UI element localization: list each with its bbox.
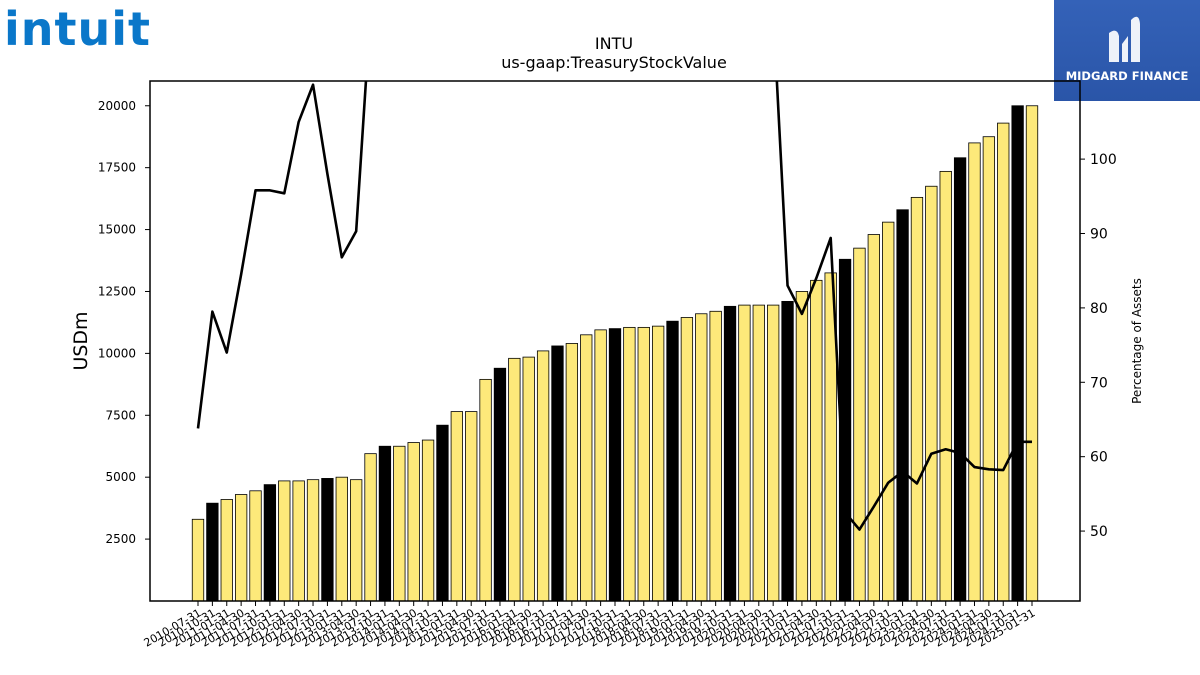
bar-2023-01-31 [910, 196, 924, 602]
bar-2020-10-31 [781, 300, 794, 602]
y-tick-label: 20000 [98, 99, 136, 113]
bar-series [191, 105, 1039, 602]
x-axis: 2010-07-312010-10-312011-01-312011-04-30… [142, 601, 1038, 650]
y-tick-label: 7500 [105, 408, 136, 422]
bar-2022-01-31 [853, 247, 866, 602]
bar-2017-10-31 [608, 328, 622, 602]
bar-2014-10-31 [436, 424, 449, 602]
bar-2011-04-30 [234, 494, 248, 602]
bar-2024-07-31 [997, 122, 1010, 602]
y-tick-label: 10000 [98, 346, 136, 360]
bar-2016-10-31 [551, 345, 564, 602]
bar-2019-07-31 [709, 310, 722, 602]
midgard-finance-logo: MIDGARD FINANCE [1054, 0, 1200, 101]
bar-2017-07-31 [594, 329, 607, 602]
bar-2017-04-30 [580, 334, 593, 602]
bar-2011-07-31 [249, 490, 262, 602]
bar-2011-10-31 [263, 484, 277, 602]
percentage-of-assets-line [196, 81, 1032, 531]
line-series [196, 81, 1032, 531]
chart-title: INTU [595, 34, 633, 53]
bar-2010-10-31 [206, 502, 219, 602]
left-axis: 2500 5000 7500 10000 12500 15000 17500 20000 [98, 99, 150, 546]
bar-2010-07-31 [191, 518, 205, 602]
bar-2015-07-31 [479, 378, 492, 602]
chart-subtitle: us-gaap:TreasuryStockValue [501, 53, 727, 72]
y2-tick-label: 70 [1090, 375, 1108, 391]
bar-2018-04-30 [637, 326, 650, 602]
bar-2015-04-30 [465, 411, 478, 602]
bar-2019-01-31 [680, 317, 694, 602]
bar-2023-04-30 [925, 185, 938, 602]
bar-2014-07-31 [421, 439, 435, 602]
bar-2023-10-31 [953, 157, 967, 602]
bar-2016-07-31 [536, 350, 550, 602]
bar-2012-10-31 [321, 478, 334, 602]
bar-2015-10-31 [493, 367, 507, 602]
bar-2013-01-31 [335, 476, 348, 602]
y2-tick-label: 90 [1090, 227, 1108, 243]
bar-2022-10-31 [896, 209, 909, 602]
bar-2012-01-31 [278, 480, 291, 602]
bar-2018-10-31 [666, 320, 679, 602]
bar-2016-04-30 [522, 356, 535, 602]
y2-tick-label: 50 [1090, 524, 1108, 540]
bar-2014-01-31 [393, 445, 406, 602]
bar-2015-01-31 [450, 411, 463, 602]
y2-tick-label: 80 [1090, 301, 1108, 317]
bar-2018-07-31 [651, 325, 665, 602]
y-axis-label: USDm [70, 311, 92, 370]
bar-2025-01-31 [1025, 105, 1039, 602]
midgard-finance-wordmark: MIDGARD FINANCE [1065, 69, 1189, 83]
bar-2024-10-31 [1011, 105, 1024, 602]
bar-2020-07-31 [767, 304, 780, 602]
y-tick-label: 5000 [105, 470, 136, 484]
bar-2012-07-31 [306, 479, 320, 602]
bar-2012-04-30 [292, 480, 305, 602]
y-tick-label: 2500 [105, 532, 136, 546]
bar-2013-07-31 [364, 453, 377, 602]
y-tick-label: 12500 [98, 284, 136, 298]
y2-axis-label: Percentage of Assets [1130, 278, 1144, 404]
bar-2022-04-30 [867, 234, 880, 602]
intuit-logo: intuit [4, 2, 152, 56]
y2-tick-label: 100 [1090, 152, 1117, 168]
bar-2022-07-31 [882, 221, 895, 602]
midgard-emblem-icon [1109, 16, 1140, 62]
bar-2024-04-30 [982, 136, 996, 602]
bar-2018-01-31 [623, 326, 636, 602]
right-axis: 50 60 70 80 90 100 [1080, 152, 1117, 540]
bar-2017-01-31 [565, 343, 579, 602]
bar-2023-07-31 [939, 170, 952, 602]
bar-2021-04-30 [810, 279, 823, 602]
bar-2013-04-30 [350, 479, 363, 602]
bar-2019-04-30 [695, 313, 708, 602]
bar-2013-10-31 [378, 445, 392, 602]
bar-2019-10-31 [723, 305, 737, 602]
bar-2014-04-30 [407, 442, 420, 602]
bar-2021-01-31 [795, 291, 809, 602]
bar-2024-01-31 [968, 142, 981, 602]
y2-tick-label: 60 [1090, 450, 1108, 466]
bar-2020-04-30 [752, 304, 765, 602]
bar-2020-01-31 [738, 304, 751, 602]
bar-2016-01-31 [508, 357, 521, 602]
y-tick-label: 15000 [98, 223, 136, 237]
y-tick-label: 17500 [98, 161, 136, 175]
bar-2011-01-31 [220, 499, 233, 602]
